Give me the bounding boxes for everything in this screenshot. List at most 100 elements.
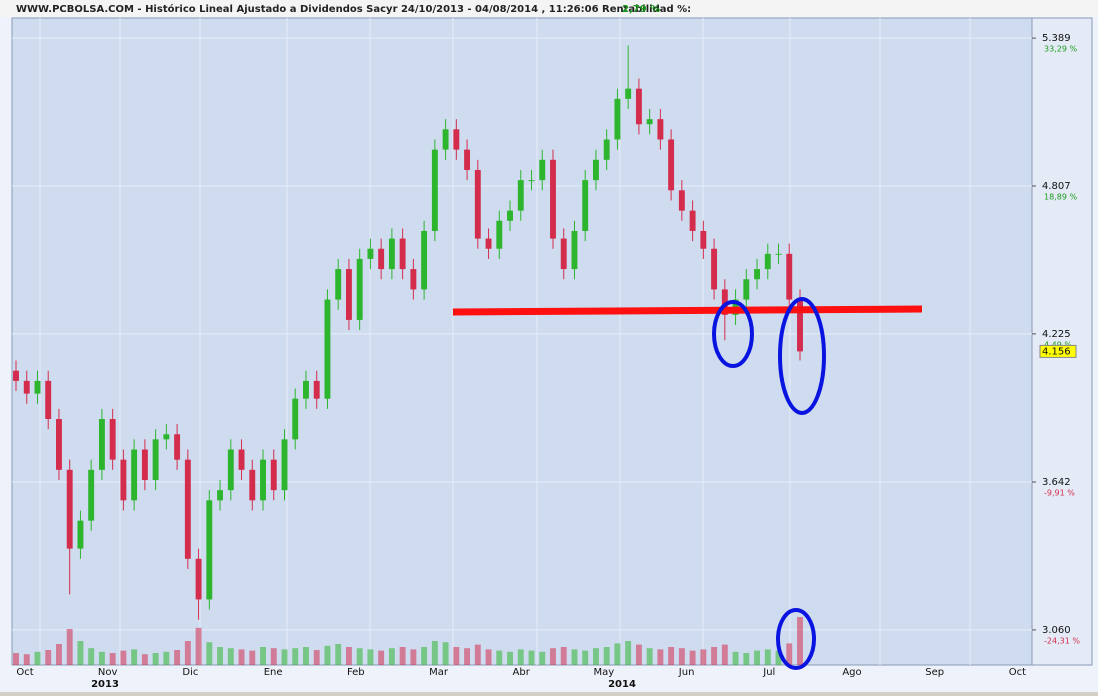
candle-body [635,88,642,125]
volume-bar [539,651,546,665]
candle-body [66,469,73,549]
highlight-circle [712,300,754,368]
candle-body [453,129,460,150]
candle-body [711,248,718,290]
volume-bar [528,650,535,665]
volume-bar [163,651,170,665]
candle-body [517,180,524,211]
volume-bar [141,654,148,665]
candle-body [174,434,181,460]
volume-bar [260,647,266,665]
volume-bar [517,649,524,665]
volume-bar [421,647,428,665]
volume-bar [335,644,342,665]
candle-body [485,238,492,249]
candle-body [163,434,170,440]
candle-body [700,230,707,249]
candle-body [571,230,578,270]
candle-body [668,139,675,191]
candle-body [421,230,428,290]
candle-body [56,419,62,470]
candle-body [141,449,148,480]
candle-body [98,419,105,470]
volume-bar [764,649,771,665]
candle-body [592,159,599,181]
year-label: 2013 [91,679,119,690]
candle-body [550,159,556,239]
y-tick-label: 3.642 [1042,477,1071,488]
volume-bar [560,647,567,665]
volume-bar [184,641,191,665]
candle-body [313,380,320,399]
volume-bar [367,649,374,665]
x-tick-label: Jul [762,667,775,678]
volume-bar [507,651,513,665]
candle-body [614,98,621,140]
volume-bar [281,649,288,665]
volume-bar [603,647,610,665]
volume-bar [474,644,481,665]
highlight-circle [778,297,826,415]
x-tick-label: Jun [678,667,695,678]
volume-bar [270,648,277,665]
volume-bar [786,643,793,665]
volume-bar [700,649,707,665]
candle-body [689,210,696,231]
x-tick-label: Ago [842,667,861,678]
volume-bar [174,650,181,665]
candle-body [474,169,481,239]
x-tick-label: May [594,667,615,678]
x-tick-label: Abr [513,667,531,678]
candle-body [77,520,84,549]
candle-body [743,279,750,300]
y-tick-label: 3.060 [1042,625,1071,636]
volume-bar [410,649,417,665]
candle-body [399,238,406,270]
volume-bar [131,649,138,665]
volume-bar [635,644,642,665]
y-tick-pct: 4,49 % [1044,340,1072,349]
x-tick-label: Sep [925,667,944,678]
candle-body [152,439,159,480]
candle-body [34,380,41,394]
volume-bar [743,653,750,665]
volume-bar [195,627,202,665]
support-line [452,305,923,316]
volume-bar [657,649,664,665]
volume-bar [571,649,578,665]
plot-area [11,17,1033,666]
x-tick-label: Oct [1009,667,1026,678]
candle-body [603,139,610,160]
volume-bar [388,648,395,665]
volume-bar [88,648,95,665]
candle-body [646,119,653,125]
candle-body [507,210,513,221]
volume-bar [356,648,363,665]
candle-body [131,449,138,501]
candle-body [270,459,277,491]
volume-bar [303,647,309,665]
candle-body [345,269,352,320]
volume-bar [689,650,696,665]
y-tick-pct: -9,91 % [1044,489,1075,498]
volume-bar [754,650,760,665]
volume-bar [442,642,449,665]
candle-body [88,469,95,521]
candle-body [754,269,760,280]
candle-body [184,459,191,559]
candle-body [249,469,256,501]
candle-body [764,253,771,270]
x-tick-label: Dic [182,667,198,678]
volume-bar [45,650,52,665]
candle-body [539,159,546,181]
volume-bar [238,649,245,665]
candle-body [797,299,803,352]
volume-bar [13,653,19,665]
last-price-box [1039,344,1077,358]
volume-bar [485,649,492,665]
candle-body [464,149,471,170]
volume-bar [378,650,385,665]
volume-bar [646,648,653,665]
y-tick-label: 5.389 [1042,33,1071,44]
